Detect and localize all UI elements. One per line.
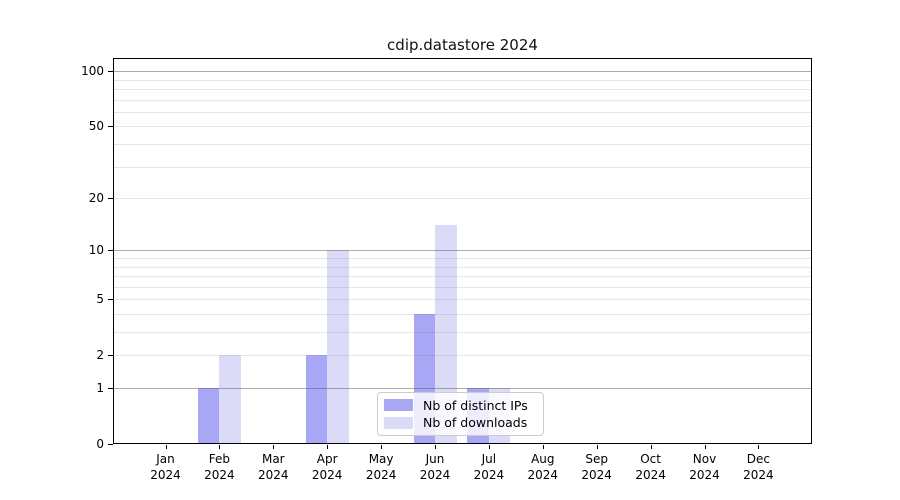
x-tick-year-jun: 2024 [419,467,451,482]
x-tick-dec [758,445,760,449]
x-tick-year-mar: 2024 [258,467,289,482]
gridline-90 [113,79,812,81]
x-tick-year-jan: 2024 [150,467,181,482]
chart-title: cdip.datastore 2024 [387,36,538,54]
gridline-6 [113,286,812,288]
y-tick-0 [108,444,113,445]
x-tick-aug [542,445,544,449]
gridline-4 [113,313,812,315]
x-tick-feb [219,445,221,449]
legend: Nb of distinct IPs Nb of downloads [377,392,544,436]
gridline-60 [113,111,812,113]
y-tick-label-2: 2 [96,348,104,363]
y-tick-label-1: 1 [96,381,104,395]
x-tick-label-may: May 2024 [353,452,409,483]
x-tick-label-aug: Aug 2024 [515,452,571,483]
x-tick-label-mar: Mar 2024 [245,452,301,483]
gridline-30 [113,166,812,168]
gridline-40 [113,144,812,146]
y-tick-label-5: 5 [96,292,104,307]
x-tick-year-aug: 2024 [527,467,559,482]
x-tick-jun [435,445,436,449]
bar-jun-nb-of-downloads [435,225,457,444]
x-tick-label-apr: Apr 2024 [299,452,355,483]
x-tick-year-sep: 2024 [581,467,612,482]
y-tick-label-50: 50 [88,119,104,134]
x-tick-apr [327,445,329,449]
y-tick-label-100: 100 [81,64,104,79]
x-tick-nov [704,445,706,449]
gridline-9 [113,258,812,259]
x-tick-year-feb: 2024 [204,467,235,482]
x-tick-year-dec: 2024 [743,467,774,482]
x-tick-label-feb: Feb 2024 [191,452,247,483]
y-tick-5 [108,299,113,301]
x-tick-label-jul: Jul 2024 [461,452,517,483]
legend-swatch-distinct-ips [384,399,413,412]
legend-row-downloads: Nb of downloads [384,415,537,430]
x-tick-label-sep: Sep 2024 [569,452,625,483]
gridline-2 [113,355,812,357]
bar-apr-nb-of-distinct-ips [305,355,328,444]
x-tick-year-jul: 2024 [473,467,505,482]
gridline-7 [113,276,812,278]
y-tick-20 [108,198,113,200]
bar-apr-nb-of-downloads [327,250,349,444]
x-tick-may [381,445,383,449]
y-tick-10 [108,250,113,252]
y-tick-100 [108,71,113,73]
gridline-20 [113,198,812,200]
y-tick-label-10: 10 [88,243,104,258]
x-tick-sep [596,445,598,449]
y-tick-1 [108,388,113,389]
gridline-5 [113,299,812,301]
gridline-10 [113,250,812,252]
y-tick-50 [108,126,113,128]
x-tick-label-oct: Oct 2024 [623,452,679,483]
gridline-70 [113,99,812,101]
gridline-100 [113,71,812,73]
x-tick-label-jun: Jun 2024 [407,452,463,483]
y-tick-label-0: 0 [96,437,104,451]
legend-label-downloads: Nb of downloads [423,415,528,431]
x-tick-label-nov: Nov 2024 [677,452,733,483]
x-tick-year-nov: 2024 [689,467,720,482]
x-tick-jan [165,445,167,449]
gridline-50 [113,126,812,128]
x-tick-year-apr: 2024 [311,467,343,482]
x-tick-label-dec: Dec 2024 [730,452,786,483]
bar-feb-nb-of-distinct-ips [197,388,220,444]
bar-feb-nb-of-downloads [219,355,241,444]
x-tick-year-oct: 2024 [635,467,666,482]
gridline-8 [113,266,812,268]
x-tick-mar [273,445,275,449]
y-tick-label-20: 20 [88,191,104,206]
y-tick-2 [108,355,113,357]
x-tick-jul [488,445,490,449]
legend-label-distinct-ips: Nb of distinct IPs [423,397,528,413]
gridline-1 [113,388,812,389]
x-tick-year-may: 2024 [365,467,397,482]
x-tick-oct [650,445,652,449]
legend-swatch-downloads [384,416,413,429]
x-tick-label-jan: Jan 2024 [138,452,194,483]
legend-row-distinct-ips: Nb of distinct IPs [384,398,537,413]
gridline-3 [113,332,812,334]
gridline-80 [113,89,812,91]
